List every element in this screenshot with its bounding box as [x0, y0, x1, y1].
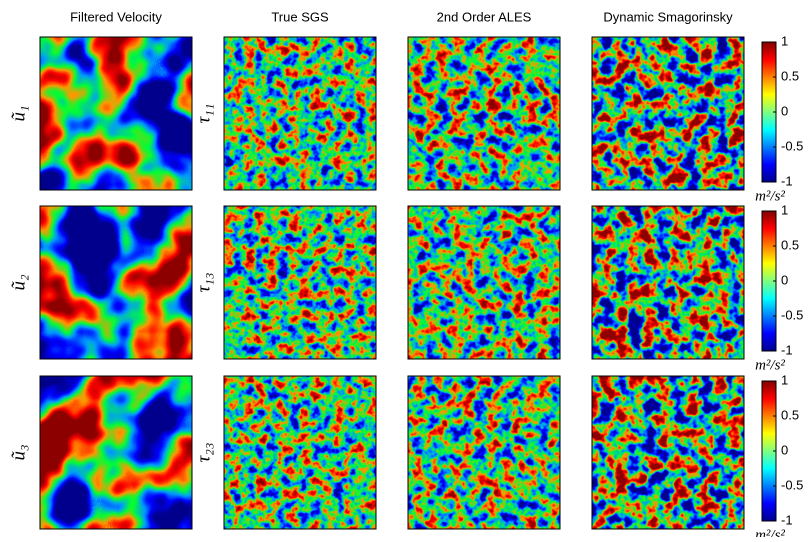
heatmap: [592, 37, 744, 190]
heatmap: [224, 206, 376, 359]
colorbar-tick-label: 0.5: [781, 237, 799, 252]
row-label: ũ₂: [8, 274, 29, 291]
heatmap: [224, 37, 376, 190]
colorbar-tick-label: 0: [781, 442, 788, 457]
heatmap: [592, 376, 744, 529]
colorbar-tick-label: 1: [781, 33, 788, 48]
heatmap: [408, 37, 560, 190]
row-label: τ₁₃: [193, 272, 214, 292]
heatmap: [408, 376, 560, 529]
row-label: τ₂₃: [193, 442, 214, 462]
heatmap: [40, 376, 192, 529]
heatmap: [592, 206, 744, 359]
column-title: Dynamic Smagorinsky: [603, 9, 733, 24]
heatmap: [40, 206, 192, 359]
colorbar-tick-label: -1: [781, 342, 793, 357]
row-label: τ₁₁: [193, 103, 214, 123]
row-label: ũ₃: [8, 444, 29, 460]
figure: Filtered Velocity True SGS 2nd Order ALES D…: [0, 0, 811, 537]
colorbar-tick-label: 0.5: [781, 68, 799, 83]
colorbar-tick-label: 0: [781, 103, 788, 118]
heatmap: [40, 37, 192, 190]
heatmap: [224, 376, 376, 529]
colorbar-tick-label: 1: [781, 372, 788, 387]
heatmap: [408, 206, 560, 359]
colorbar-tick-label: 0: [781, 272, 788, 287]
column-title: Filtered Velocity: [70, 9, 162, 24]
colorbar-unit: m²/s²: [755, 357, 785, 373]
column-title: 2nd Order ALES: [437, 9, 532, 24]
colorbar-tick-label: -0.5: [781, 138, 803, 153]
colorbar-tick-label: 1: [781, 202, 788, 217]
colorbar-tick-label: -0.5: [781, 477, 803, 492]
column-title: True SGS: [271, 9, 329, 24]
row-label: ũ₁: [8, 105, 29, 121]
colorbar-tick-label: 0.5: [781, 407, 799, 422]
colorbar-unit: m²/s²: [755, 527, 785, 537]
colorbar-tick-label: -1: [781, 173, 793, 188]
colorbar-tick-label: -1: [781, 512, 793, 527]
colorbar-tick-label: -0.5: [781, 307, 803, 322]
